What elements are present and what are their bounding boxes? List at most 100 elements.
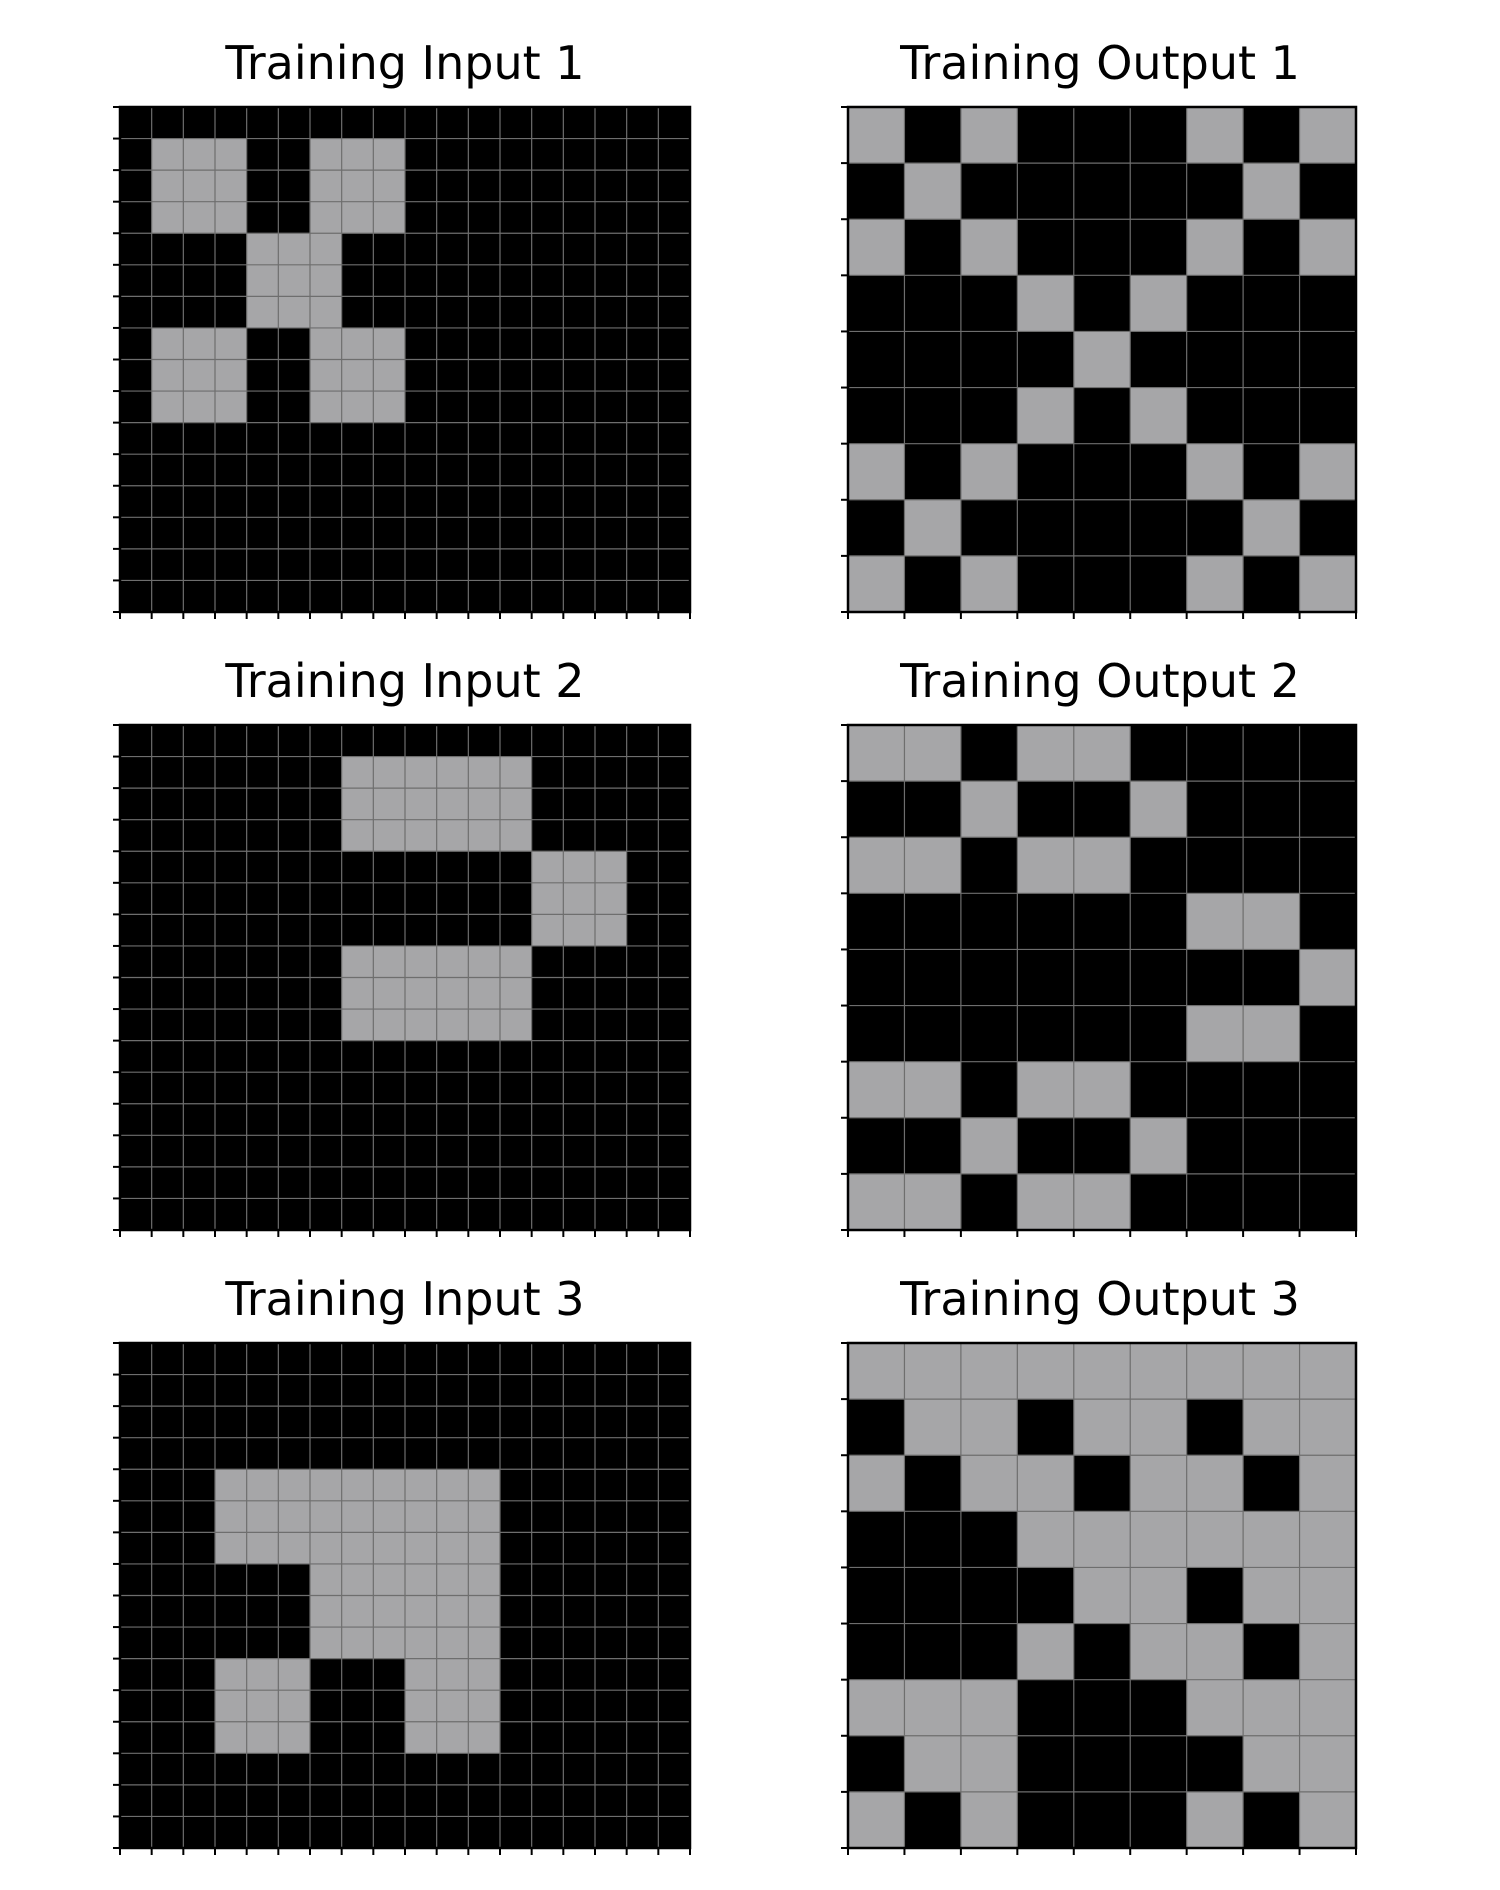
grid-cell bbox=[183, 1103, 216, 1136]
grid-cell bbox=[468, 945, 501, 978]
grid-cell bbox=[310, 1500, 342, 1533]
grid-cell bbox=[563, 1040, 596, 1073]
grid-cell bbox=[500, 233, 532, 266]
grid-cell bbox=[183, 1658, 216, 1691]
grid-cell bbox=[595, 1040, 627, 1073]
grid-cell bbox=[626, 1135, 659, 1168]
grid-cell bbox=[310, 851, 342, 884]
grid-cell bbox=[278, 945, 311, 978]
grid-cell bbox=[341, 138, 374, 171]
grid-cell bbox=[468, 485, 501, 518]
grid-cell bbox=[500, 391, 532, 423]
grid-cell bbox=[436, 788, 469, 820]
grid-cell bbox=[563, 580, 596, 613]
grid-cell bbox=[848, 1117, 905, 1175]
grid-cell bbox=[373, 107, 406, 139]
grid-cell bbox=[436, 1198, 469, 1231]
grid-cell bbox=[658, 1563, 691, 1596]
grid-cell bbox=[563, 1784, 596, 1817]
grid-cell bbox=[215, 1563, 247, 1596]
grid-cell bbox=[215, 1627, 247, 1659]
grid-cell bbox=[405, 454, 437, 487]
grid-cell bbox=[405, 107, 437, 139]
grid-cell bbox=[373, 819, 406, 852]
grid-cell bbox=[658, 819, 691, 852]
grid-cell bbox=[848, 1623, 905, 1680]
grid-cell bbox=[848, 1399, 905, 1456]
grid-cell bbox=[183, 1040, 216, 1073]
grid-cell bbox=[960, 275, 1018, 332]
grid-cell bbox=[373, 725, 406, 757]
grid-cell bbox=[1243, 1117, 1300, 1175]
grid-cell bbox=[468, 1135, 501, 1168]
grid-cell bbox=[904, 1455, 962, 1512]
grid-cell bbox=[341, 1437, 374, 1470]
grid-cell bbox=[960, 219, 1018, 276]
grid-cell bbox=[436, 725, 469, 757]
grid-cell bbox=[531, 1374, 564, 1407]
grid-cell bbox=[626, 107, 659, 139]
grid-cell bbox=[215, 1532, 247, 1565]
grid-cell bbox=[563, 201, 596, 234]
grid-cell bbox=[151, 422, 184, 455]
grid-cell bbox=[468, 1103, 501, 1136]
grid-cell bbox=[848, 837, 905, 894]
grid-cell bbox=[531, 1784, 564, 1817]
grid-cell bbox=[658, 201, 691, 234]
grid-cell bbox=[531, 1343, 564, 1375]
grid-cell bbox=[183, 1721, 216, 1754]
grid-cell bbox=[1073, 1343, 1131, 1400]
grid-cell bbox=[468, 1374, 501, 1407]
grid-cell bbox=[468, 170, 501, 202]
grid-cell bbox=[904, 1005, 962, 1062]
grid-cell bbox=[183, 1437, 216, 1470]
grid-cell bbox=[658, 170, 691, 202]
grid-cell bbox=[500, 1009, 532, 1041]
grid-cell bbox=[500, 1040, 532, 1073]
grid-cell bbox=[120, 1072, 152, 1105]
grid-cell bbox=[500, 580, 532, 613]
grid-cell bbox=[310, 107, 342, 139]
grid-cell bbox=[1130, 725, 1187, 782]
grid-cell bbox=[626, 138, 659, 171]
grid-cell bbox=[310, 1343, 342, 1375]
grid-cell bbox=[960, 443, 1018, 501]
grid-cell bbox=[215, 138, 247, 171]
grid-cell bbox=[215, 1658, 247, 1691]
grid-cell bbox=[848, 949, 905, 1006]
grid-cell bbox=[373, 977, 406, 1010]
grid-cell bbox=[341, 1072, 374, 1105]
grid-cell bbox=[658, 1437, 691, 1470]
grid-cell bbox=[500, 1198, 532, 1231]
grid-cell bbox=[215, 1103, 247, 1136]
grid-cell bbox=[278, 819, 311, 852]
grid-cell bbox=[960, 1117, 1018, 1175]
grid-cell bbox=[563, 1500, 596, 1533]
grid-cell bbox=[848, 893, 905, 950]
grid-cell bbox=[658, 264, 691, 297]
grid-cell bbox=[468, 1721, 501, 1754]
grid-cell bbox=[151, 945, 184, 978]
grid-cell bbox=[1073, 1117, 1131, 1175]
grid-cell bbox=[341, 788, 374, 820]
grid-cell bbox=[626, 1627, 659, 1659]
grid-cell bbox=[278, 1166, 311, 1199]
grid-cell bbox=[848, 443, 905, 501]
grid-cell bbox=[904, 331, 962, 388]
grid-cell bbox=[405, 1103, 437, 1136]
grid-cell bbox=[626, 1721, 659, 1754]
grid-cell bbox=[436, 517, 469, 550]
grid-cell bbox=[1243, 275, 1300, 332]
grid-cell bbox=[468, 1166, 501, 1199]
grid-cell bbox=[405, 170, 437, 202]
grid-cell bbox=[341, 264, 374, 297]
grid-cell bbox=[848, 163, 905, 220]
grid-cell bbox=[1299, 107, 1357, 164]
grid-cell bbox=[1186, 1679, 1244, 1737]
grid-cell bbox=[563, 1198, 596, 1231]
grid-cell bbox=[848, 499, 905, 557]
grid-cell bbox=[626, 1658, 659, 1691]
grid-cell bbox=[436, 1135, 469, 1168]
grid-cell bbox=[215, 107, 247, 139]
grid-cell bbox=[500, 138, 532, 171]
